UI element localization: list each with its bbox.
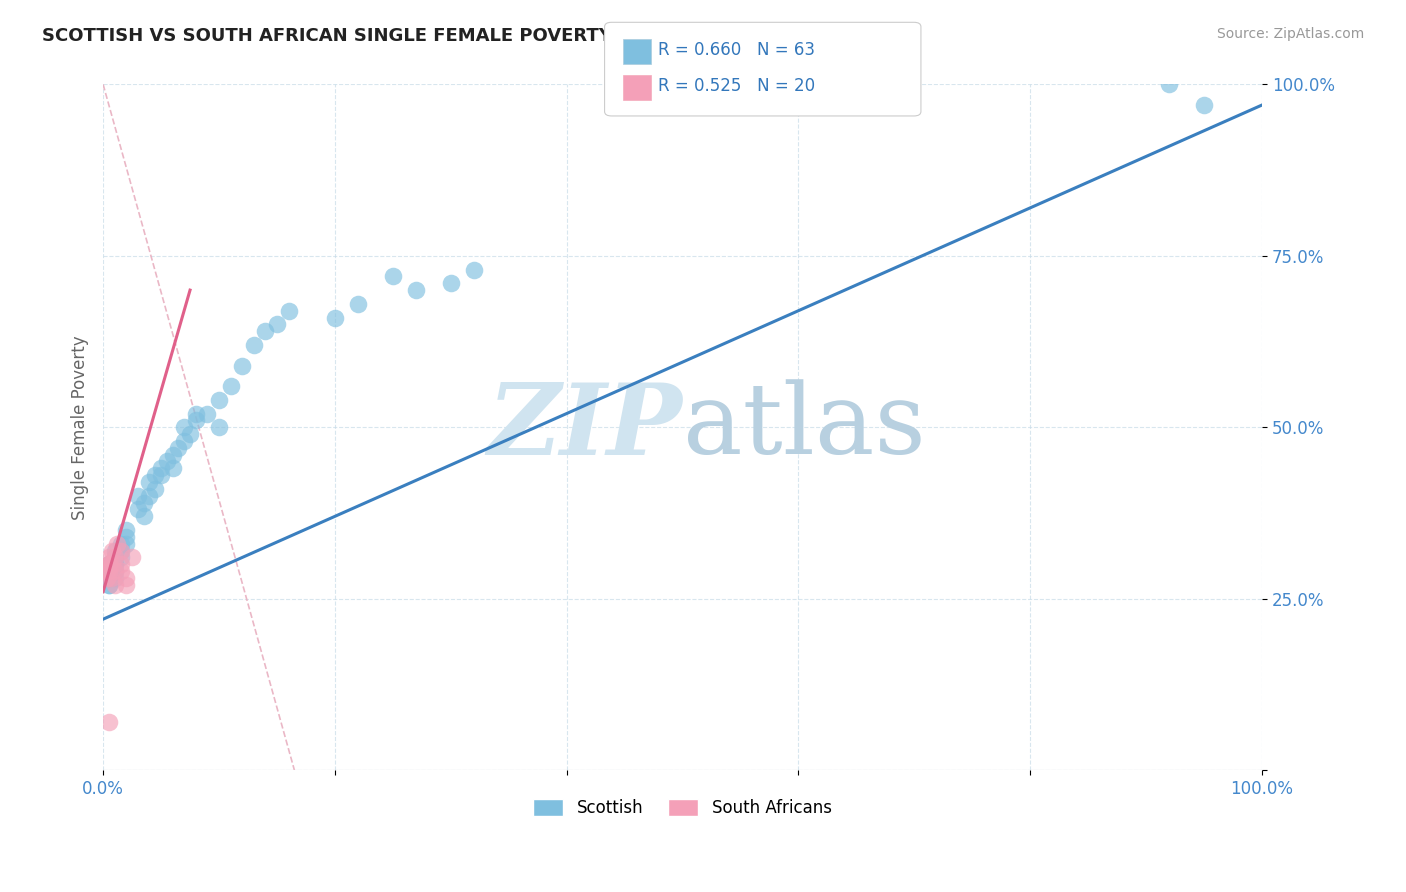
Point (132, 495, 155, 509)
Point (231, 359, 253, 373)
Point (127, 502, 149, 516)
Point (97, 578, 120, 592)
Point (347, 297, 370, 311)
Point (115, 578, 138, 592)
Point (405, 283, 427, 297)
Point (115, 537, 138, 551)
Point (97, 558, 120, 572)
Point (167, 441, 190, 455)
Point (115, 530, 138, 544)
Point (104, 543, 127, 558)
Point (184, 413, 207, 427)
Point (463, 262, 485, 277)
Point (97, 571, 120, 585)
Point (162, 461, 184, 475)
Point (97, 571, 120, 585)
Point (104, 550, 127, 565)
Point (104, 571, 127, 585)
Point (323, 310, 346, 325)
Point (121, 550, 143, 565)
Point (97, 564, 120, 578)
Point (184, 407, 207, 421)
Point (97, 564, 120, 578)
Point (1159, 78, 1181, 92)
Point (173, 434, 195, 448)
Point (115, 523, 138, 537)
Text: SCOTTISH VS SOUTH AFRICAN SINGLE FEMALE POVERTY CORRELATION CHART: SCOTTISH VS SOUTH AFRICAN SINGLE FEMALE … (42, 27, 834, 45)
Point (104, 578, 127, 592)
Point (208, 392, 231, 407)
Point (101, 558, 124, 572)
Point (104, 550, 127, 565)
Point (110, 558, 132, 572)
Point (162, 448, 184, 462)
Point (243, 338, 266, 352)
Text: ZIP: ZIP (488, 379, 682, 475)
Text: R = 0.660   N = 63: R = 0.660 N = 63 (658, 41, 815, 59)
Point (101, 543, 124, 558)
Point (197, 407, 219, 421)
Point (179, 427, 201, 442)
Point (97, 564, 120, 578)
Point (110, 550, 132, 565)
Point (104, 558, 127, 572)
Point (127, 489, 149, 503)
Point (1192, 98, 1215, 112)
Point (132, 509, 155, 524)
Point (97, 714, 120, 729)
Point (97, 558, 120, 572)
Text: R = 0.525   N = 20: R = 0.525 N = 20 (658, 77, 815, 95)
Point (138, 489, 160, 503)
Point (115, 571, 138, 585)
Point (97, 550, 120, 565)
Point (104, 564, 127, 578)
Legend: Scottish, South Africans: Scottish, South Africans (527, 792, 838, 823)
Point (104, 564, 127, 578)
Point (97, 558, 120, 572)
Point (104, 558, 127, 572)
Point (105, 537, 128, 551)
Point (440, 277, 463, 291)
Point (277, 303, 299, 318)
Point (143, 482, 166, 496)
Point (138, 475, 160, 489)
Point (104, 564, 127, 578)
Point (173, 420, 195, 434)
Y-axis label: Single Female Poverty: Single Female Poverty (72, 334, 89, 519)
Point (97, 578, 120, 592)
Point (110, 543, 132, 558)
Point (96, 571, 118, 585)
Point (97, 558, 120, 572)
Point (208, 420, 231, 434)
Point (110, 537, 132, 551)
Point (143, 468, 166, 483)
Point (150, 461, 173, 475)
Point (219, 379, 242, 393)
Point (100, 571, 122, 585)
Point (266, 318, 288, 332)
Point (254, 324, 277, 338)
Point (96, 564, 118, 578)
Point (110, 543, 132, 558)
Point (150, 468, 173, 483)
Point (156, 454, 179, 468)
Point (381, 269, 404, 284)
Point (110, 564, 132, 578)
Text: Source: ZipAtlas.com: Source: ZipAtlas.com (1216, 27, 1364, 41)
Text: atlas: atlas (682, 379, 925, 475)
